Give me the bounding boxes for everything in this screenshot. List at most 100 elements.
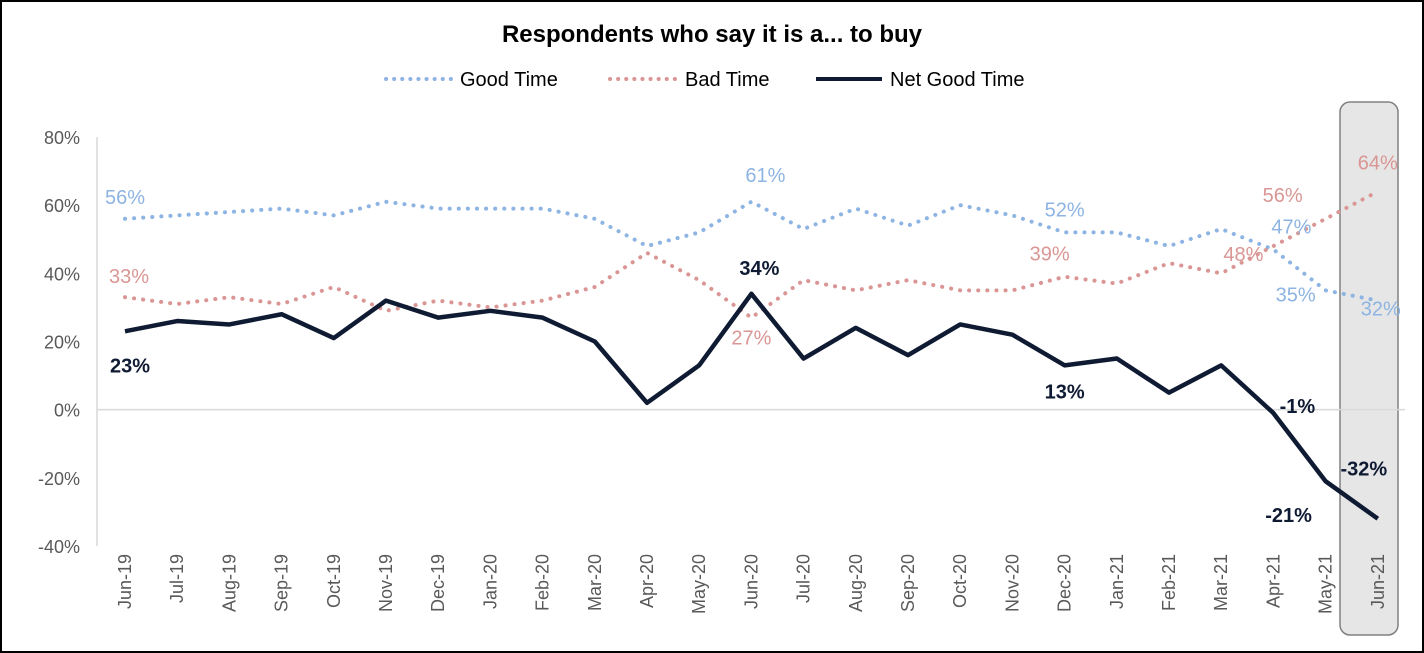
point-good-time-jan-20 bbox=[490, 208, 491, 209]
point-bad-time-dec-19 bbox=[438, 300, 439, 301]
point-good-time-may-21 bbox=[1325, 290, 1326, 291]
point-good-time-oct-20 bbox=[960, 205, 961, 206]
point-good-time-aug-19 bbox=[229, 211, 230, 212]
x-tick-label-nov-19: Nov-19 bbox=[376, 554, 396, 612]
legend-label-net-good-time: Net Good Time bbox=[890, 69, 1025, 91]
point-net-good-time-jul-20 bbox=[803, 358, 804, 359]
x-tick-label-feb-20: Feb-20 bbox=[533, 554, 553, 611]
point-net-good-time-feb-20 bbox=[542, 317, 543, 318]
data-label-bad-time-jun-20: 27% bbox=[731, 328, 771, 350]
point-good-time-jul-19 bbox=[177, 215, 178, 216]
x-tick-label-jul-19: Jul-19 bbox=[167, 554, 187, 603]
series-layer bbox=[123, 189, 1380, 521]
point-net-good-time-sep-19 bbox=[281, 314, 282, 315]
data-label-net-good-time-may-21: -21% bbox=[1265, 505, 1312, 527]
y-tick-label: 40% bbox=[44, 264, 80, 284]
y-tick-label: 0% bbox=[54, 401, 80, 421]
data-label-bad-time-apr-21: 48% bbox=[1223, 244, 1263, 266]
point-bad-time-aug-20 bbox=[855, 290, 856, 291]
point-net-good-time-apr-20 bbox=[647, 402, 648, 403]
y-tick-label: -40% bbox=[38, 537, 80, 557]
data-label-good-time-dec-20: 52% bbox=[1045, 199, 1085, 221]
y-tick-label: 20% bbox=[44, 333, 80, 353]
point-bad-time-mar-20 bbox=[594, 286, 595, 287]
data-label-net-good-time-jun-21: -32% bbox=[1340, 459, 1387, 481]
point-bad-time-feb-20 bbox=[542, 300, 543, 301]
point-net-good-time-jan-20 bbox=[490, 310, 491, 311]
point-net-good-time-may-21 bbox=[1325, 481, 1326, 482]
point-bad-time-jan-20 bbox=[490, 307, 491, 308]
y-tick-label: 60% bbox=[44, 196, 80, 216]
data-label-good-time-may-21: 35% bbox=[1276, 284, 1316, 306]
y-axis: 80% 60% 40% 20% 0% -20% -40% bbox=[38, 128, 98, 557]
series-line-bad-time bbox=[123, 189, 1380, 321]
point-net-good-time-oct-20 bbox=[960, 324, 961, 325]
point-bad-time-may-20 bbox=[699, 280, 700, 281]
data-label-good-time-jun-19: 56% bbox=[105, 187, 145, 209]
point-good-time-mar-21 bbox=[1221, 229, 1222, 230]
x-tick-label-apr-20: Apr-20 bbox=[637, 554, 657, 608]
point-net-good-time-mar-21 bbox=[1221, 365, 1222, 366]
point-net-good-time-nov-19 bbox=[386, 300, 387, 301]
x-tick-label-jul-20: Jul-20 bbox=[794, 554, 814, 603]
point-net-good-time-may-20 bbox=[699, 365, 700, 366]
point-good-time-apr-21 bbox=[1273, 249, 1274, 250]
point-bad-time-jun-19 bbox=[125, 297, 126, 298]
point-good-time-feb-21 bbox=[1169, 246, 1170, 247]
point-good-time-may-20 bbox=[699, 232, 700, 233]
point-net-good-time-sep-20 bbox=[908, 355, 909, 356]
data-label-bad-time-may-21: 56% bbox=[1263, 185, 1303, 207]
point-bad-time-jun-21 bbox=[1377, 191, 1378, 192]
point-net-good-time-jul-19 bbox=[177, 321, 178, 322]
x-axis: Jun-19 Jul-19 Aug-19 Sep-19 Oct-19 Nov-19 Dec-… bbox=[97, 408, 1405, 614]
series-line-good-time bbox=[123, 199, 1380, 303]
point-net-good-time-apr-21 bbox=[1273, 413, 1274, 414]
legend-item-good-time: Good Time bbox=[384, 69, 558, 91]
x-tick-label-oct-19: Oct-19 bbox=[324, 554, 344, 608]
x-tick-label-jun-21: Jun-21 bbox=[1368, 554, 1388, 609]
data-label-net-good-time-apr-21: -1% bbox=[1280, 396, 1316, 418]
point-good-time-dec-19 bbox=[438, 208, 439, 209]
point-net-good-time-aug-19 bbox=[229, 324, 230, 325]
data-label-bad-time-jun-21: 64% bbox=[1358, 153, 1398, 175]
x-tick-label-jan-21: Jan-21 bbox=[1107, 554, 1127, 609]
point-bad-time-dec-20 bbox=[1064, 276, 1065, 277]
legend-label-good-time: Good Time bbox=[460, 69, 558, 91]
point-good-time-dec-20 bbox=[1064, 232, 1065, 233]
point-bad-time-jun-20 bbox=[751, 317, 752, 318]
point-good-time-feb-20 bbox=[542, 208, 543, 209]
point-bad-time-may-21 bbox=[1325, 218, 1326, 219]
point-good-time-jun-19 bbox=[125, 218, 126, 219]
point-bad-time-oct-19 bbox=[333, 286, 334, 287]
series-line-net-good-time bbox=[124, 291, 1380, 521]
chart-title: Respondents who say it is a... to buy bbox=[502, 21, 923, 48]
point-bad-time-apr-20 bbox=[647, 252, 648, 253]
point-bad-time-mar-21 bbox=[1221, 273, 1222, 274]
point-net-good-time-feb-21 bbox=[1169, 392, 1170, 393]
point-bad-time-jul-20 bbox=[803, 280, 804, 281]
point-bad-time-sep-19 bbox=[281, 304, 282, 305]
point-good-time-oct-19 bbox=[333, 215, 334, 216]
x-tick-label-dec-19: Dec-19 bbox=[428, 554, 448, 612]
point-bad-time-nov-20 bbox=[1012, 290, 1013, 291]
legend-item-bad-time: Bad Time bbox=[608, 69, 769, 91]
point-bad-time-feb-21 bbox=[1169, 263, 1170, 264]
point-good-time-nov-19 bbox=[386, 201, 387, 202]
point-bad-time-apr-21 bbox=[1273, 246, 1274, 247]
legend-label-bad-time: Bad Time bbox=[685, 69, 769, 91]
y-tick-label: 80% bbox=[44, 128, 80, 148]
point-net-good-time-jun-21 bbox=[1377, 518, 1378, 519]
point-bad-time-jul-19 bbox=[177, 304, 178, 305]
x-tick-label-may-21: May-21 bbox=[1316, 554, 1336, 614]
point-bad-time-oct-20 bbox=[960, 290, 961, 291]
point-net-good-time-jun-19 bbox=[125, 331, 126, 332]
x-tick-label-aug-20: Aug-20 bbox=[846, 554, 866, 612]
point-net-good-time-mar-20 bbox=[594, 341, 595, 342]
y-tick-label: -20% bbox=[38, 469, 80, 489]
point-net-good-time-nov-20 bbox=[1012, 334, 1013, 335]
x-tick-label-jan-20: Jan-20 bbox=[480, 554, 500, 609]
point-net-good-time-jun-20 bbox=[751, 293, 752, 294]
point-good-time-apr-20 bbox=[647, 246, 648, 247]
x-tick-label-may-20: May-20 bbox=[689, 554, 709, 614]
